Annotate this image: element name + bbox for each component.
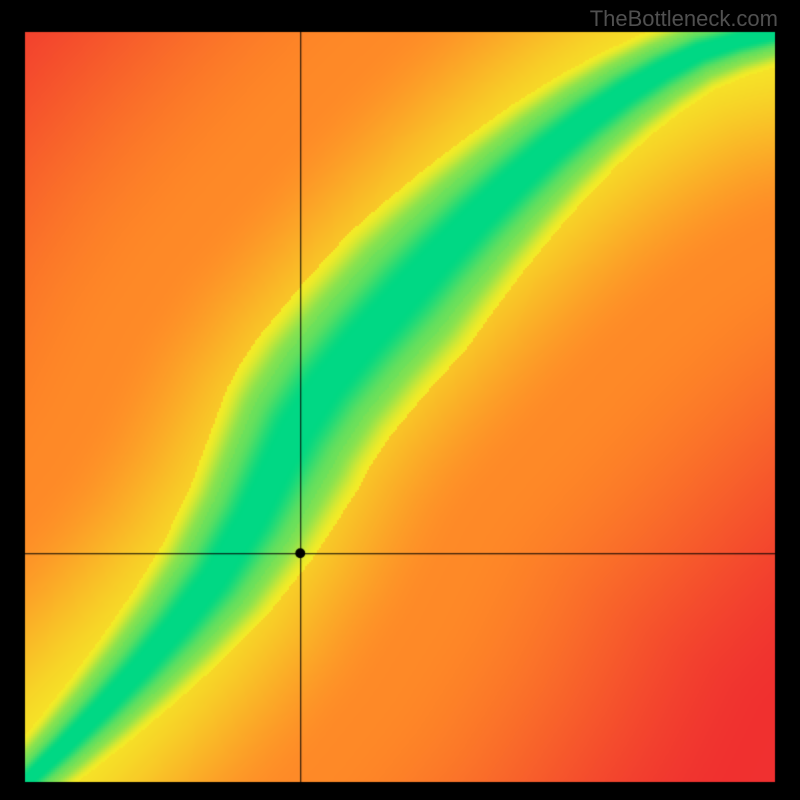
bottleneck-heatmap [0,0,800,800]
watermark-text: TheBottleneck.com [590,6,778,32]
chart-container: TheBottleneck.com [0,0,800,800]
